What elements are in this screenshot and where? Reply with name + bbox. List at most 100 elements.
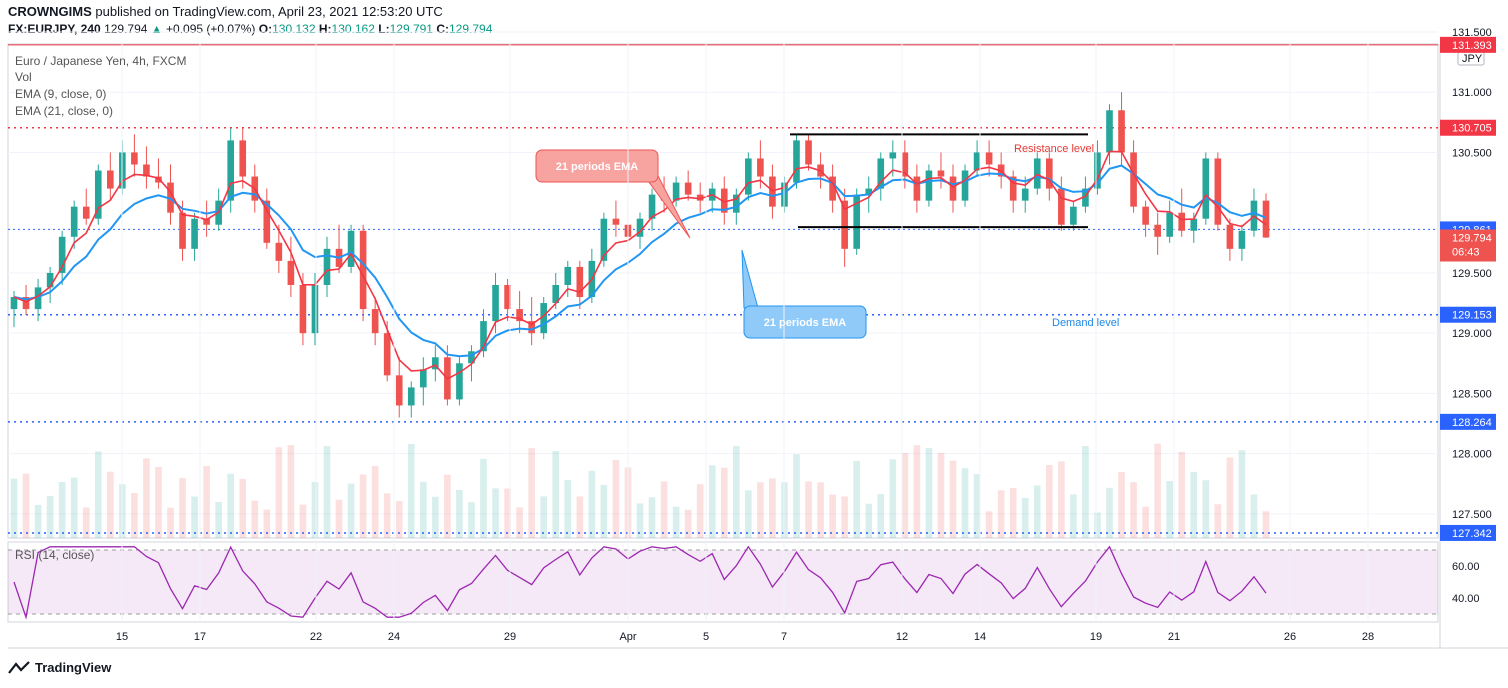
tag-demand: 129.153: [1452, 310, 1492, 322]
candle-body: [720, 188, 728, 213]
volume-bar: [720, 467, 728, 538]
tag-resistance: 130.705: [1452, 123, 1492, 135]
volume-bar: [335, 499, 343, 538]
candle-body: [492, 284, 499, 322]
time-label: 21: [1168, 631, 1180, 643]
candle-body: [311, 284, 319, 334]
candle-body: [1238, 230, 1246, 249]
candle-body: [58, 236, 66, 273]
volume-bar: [1214, 504, 1222, 538]
price-tick: 127.500: [1452, 509, 1492, 521]
candle-body: [636, 218, 644, 237]
candle-body: [1009, 176, 1017, 201]
volume-bar: [612, 459, 620, 538]
callout-ema21-red: 21 periods EMA: [556, 161, 639, 173]
triangle-up-icon: ▲: [150, 22, 163, 36]
volume-bar: [805, 481, 812, 538]
change: +0.095 (+0.07%): [166, 22, 256, 36]
price-tick: 129.500: [1452, 268, 1492, 280]
candle-body: [34, 287, 42, 310]
volume-bar: [1070, 494, 1077, 538]
candle-body: [432, 357, 439, 370]
volume-bar: [34, 504, 42, 538]
candle-body: [949, 176, 957, 201]
candle-body: [745, 158, 752, 195]
volume-bar: [311, 481, 319, 538]
candle-body: [1154, 224, 1161, 237]
volume-bar: [10, 478, 18, 538]
close-label: C:: [436, 22, 449, 36]
volume-bar: [70, 477, 78, 538]
volume-bar: [203, 465, 210, 538]
candle-body: [263, 200, 271, 243]
candle-body: [347, 230, 355, 267]
publisher-name: CROWNGIMS: [8, 4, 92, 19]
candle-body: [82, 206, 90, 219]
candle-body: [877, 158, 885, 189]
candle-body: [865, 188, 873, 195]
candle-body: [576, 266, 584, 298]
volume-bar: [480, 458, 487, 538]
tag-level3: 128.264: [1452, 417, 1492, 429]
volume-bar: [191, 496, 198, 538]
rsi-band: [8, 550, 1438, 614]
volume-bar: [540, 496, 548, 538]
candle-body: [1106, 110, 1113, 153]
volume-bar: [829, 494, 836, 538]
time-label: 19: [1090, 631, 1102, 643]
footer-brand: TradingView: [35, 660, 112, 675]
volume-bar: [167, 507, 174, 538]
open-value: 130.132: [272, 22, 316, 36]
candle-body: [203, 218, 210, 225]
candle-body: [46, 272, 54, 288]
legend-ema21: EMA (21, close, 0): [15, 104, 114, 118]
candle-body: [395, 375, 403, 406]
candle-body: [323, 248, 331, 285]
candle-body: [275, 242, 283, 261]
volume-bar: [1045, 464, 1053, 538]
callout-box-blue: [743, 305, 867, 339]
time-label: 29: [504, 631, 516, 643]
candle-body: [1166, 212, 1174, 237]
volume-bar: [94, 451, 102, 538]
resistance-label: Resistance level: [1014, 143, 1094, 155]
candle-body: [419, 369, 427, 388]
candle-body: [468, 351, 475, 364]
tag-demand-bg: [1440, 306, 1496, 323]
candle-body: [552, 284, 560, 304]
candle-body: [516, 309, 523, 322]
tag-current: 129.794: [1452, 233, 1492, 245]
volume-bar: [58, 481, 66, 538]
legend-vol: Vol: [15, 70, 32, 84]
volume-bar: [552, 451, 560, 538]
candle-body: [793, 140, 800, 183]
candle-body: [672, 182, 680, 201]
candle-body: [407, 387, 415, 406]
volume-bar: [106, 471, 114, 538]
volume-bar: [1058, 461, 1065, 538]
candle-body: [853, 194, 861, 249]
tradingview-logo[interactable]: TradingView: [8, 660, 111, 675]
legend-rsi: RSI (14, close): [15, 548, 95, 562]
candle-body: [684, 182, 692, 195]
volume-bar: [1262, 511, 1270, 538]
price-tick: 130.500: [1452, 147, 1492, 159]
volume-bar: [1142, 506, 1149, 538]
tag-level4: 127.342: [1452, 528, 1492, 540]
candle-body: [985, 152, 993, 165]
volume-bar: [1082, 446, 1089, 538]
tag-top-bg: [1440, 36, 1496, 53]
candle-body: [757, 158, 764, 177]
volume-bar: [1226, 457, 1234, 538]
time-label: 14: [974, 631, 986, 643]
candle-body: [925, 170, 933, 201]
candle-body: [371, 309, 379, 334]
candle-body: [191, 218, 198, 249]
volume-bar: [636, 503, 644, 538]
candle-body: [1082, 188, 1089, 207]
time-label: Apr: [619, 631, 636, 643]
volume-bar: [504, 488, 511, 538]
candle-body: [648, 194, 656, 219]
volume-bar: [227, 473, 235, 538]
